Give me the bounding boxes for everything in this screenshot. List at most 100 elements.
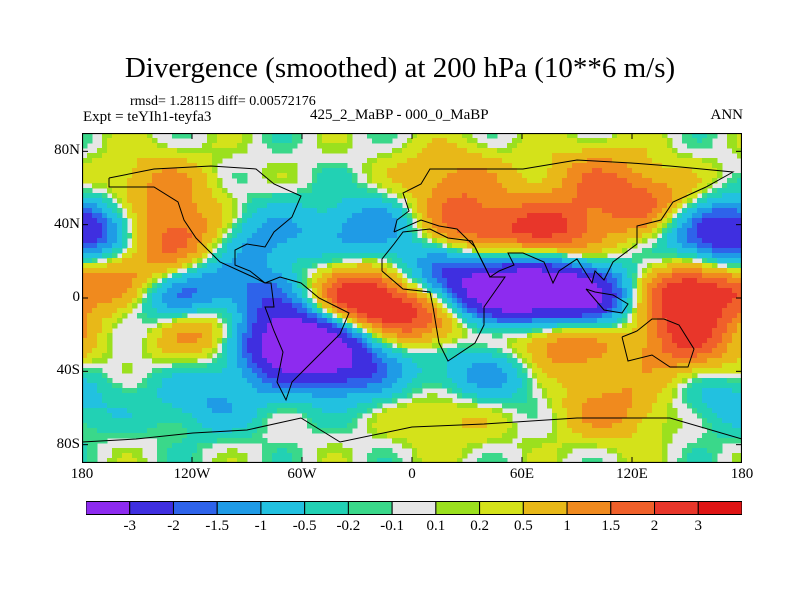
field-cell — [507, 203, 513, 209]
field-cell — [292, 178, 298, 184]
field-cell — [582, 308, 588, 314]
field-cell — [457, 183, 463, 189]
field-cell — [207, 273, 213, 279]
field-cell — [97, 278, 103, 284]
field-cell — [412, 178, 418, 184]
field-cell — [227, 243, 233, 249]
field-cell — [262, 273, 268, 279]
field-cell — [232, 133, 238, 139]
field-cell — [692, 243, 698, 249]
field-cell — [492, 248, 498, 254]
field-cell — [582, 283, 588, 289]
field-cell — [592, 278, 598, 284]
field-cell — [702, 333, 708, 339]
field-cell — [332, 218, 338, 224]
field-cell — [727, 193, 733, 199]
field-cell — [497, 198, 503, 204]
field-cell — [437, 318, 443, 324]
field-cell — [512, 223, 518, 229]
field-cell — [712, 228, 718, 234]
field-cell — [157, 308, 163, 314]
field-cell — [452, 168, 458, 174]
field-cell — [162, 203, 168, 209]
field-cell — [112, 173, 118, 179]
field-cell — [392, 288, 398, 294]
field-cell — [442, 158, 448, 164]
field-cell — [297, 313, 303, 319]
field-cell — [272, 218, 278, 224]
field-cell — [262, 293, 268, 299]
field-cell — [467, 278, 473, 284]
field-cell — [247, 293, 253, 299]
field-cell — [202, 298, 208, 304]
field-cell — [522, 318, 528, 324]
field-cell — [287, 248, 293, 254]
field-cell — [242, 293, 248, 299]
field-cell — [712, 203, 718, 209]
field-cell — [252, 338, 258, 344]
field-cell — [582, 243, 588, 249]
field-cell — [177, 243, 183, 249]
field-cell — [127, 133, 133, 139]
field-cell — [132, 203, 138, 209]
field-cell — [277, 238, 283, 244]
field-cell — [627, 233, 633, 239]
field-cell — [692, 193, 698, 199]
field-cell — [212, 298, 218, 304]
field-cell — [487, 318, 493, 324]
field-cell — [167, 228, 173, 234]
field-cell — [412, 253, 418, 259]
field-cell — [532, 148, 538, 154]
field-cell — [92, 258, 98, 264]
field-cell — [427, 193, 433, 199]
field-cell — [522, 158, 528, 164]
field-cell — [717, 238, 723, 244]
field-cell — [627, 223, 633, 229]
field-cell — [82, 138, 88, 144]
field-cell — [87, 188, 93, 194]
field-cell — [622, 293, 628, 299]
field-cell — [132, 188, 138, 194]
field-cell — [677, 288, 683, 294]
field-cell — [212, 158, 218, 164]
field-cell — [227, 303, 233, 309]
field-cell — [652, 168, 658, 174]
field-cell — [702, 303, 708, 309]
field-cell — [522, 293, 528, 299]
field-cell — [372, 308, 378, 314]
field-cell — [127, 183, 133, 189]
field-cell — [662, 158, 668, 164]
field-cell — [207, 153, 213, 159]
field-cell — [212, 323, 218, 329]
field-cell — [462, 238, 468, 244]
field-cell — [497, 228, 503, 234]
field-cell — [722, 288, 728, 294]
field-cell — [582, 218, 588, 224]
field-cell — [217, 238, 223, 244]
field-cell — [97, 223, 103, 229]
field-cell — [437, 293, 443, 299]
field-cell — [452, 223, 458, 229]
field-cell — [637, 158, 643, 164]
field-cell — [237, 243, 243, 249]
field-cell — [392, 173, 398, 179]
field-cell — [427, 283, 433, 289]
field-cell — [287, 143, 293, 149]
field-cell — [657, 288, 663, 294]
field-cell — [347, 263, 353, 269]
field-cell — [452, 278, 458, 284]
field-cell — [97, 328, 103, 334]
field-cell — [107, 243, 113, 249]
field-cell — [357, 333, 363, 339]
field-cell — [487, 323, 493, 329]
field-cell — [297, 218, 303, 224]
field-cell — [122, 278, 128, 284]
field-cell — [152, 203, 158, 209]
field-cell — [347, 168, 353, 174]
season-label: ANN — [710, 107, 744, 123]
field-cell — [607, 263, 613, 269]
field-cell — [632, 143, 638, 149]
field-cell — [662, 143, 668, 149]
field-cell — [542, 288, 548, 294]
field-cell — [687, 228, 693, 234]
